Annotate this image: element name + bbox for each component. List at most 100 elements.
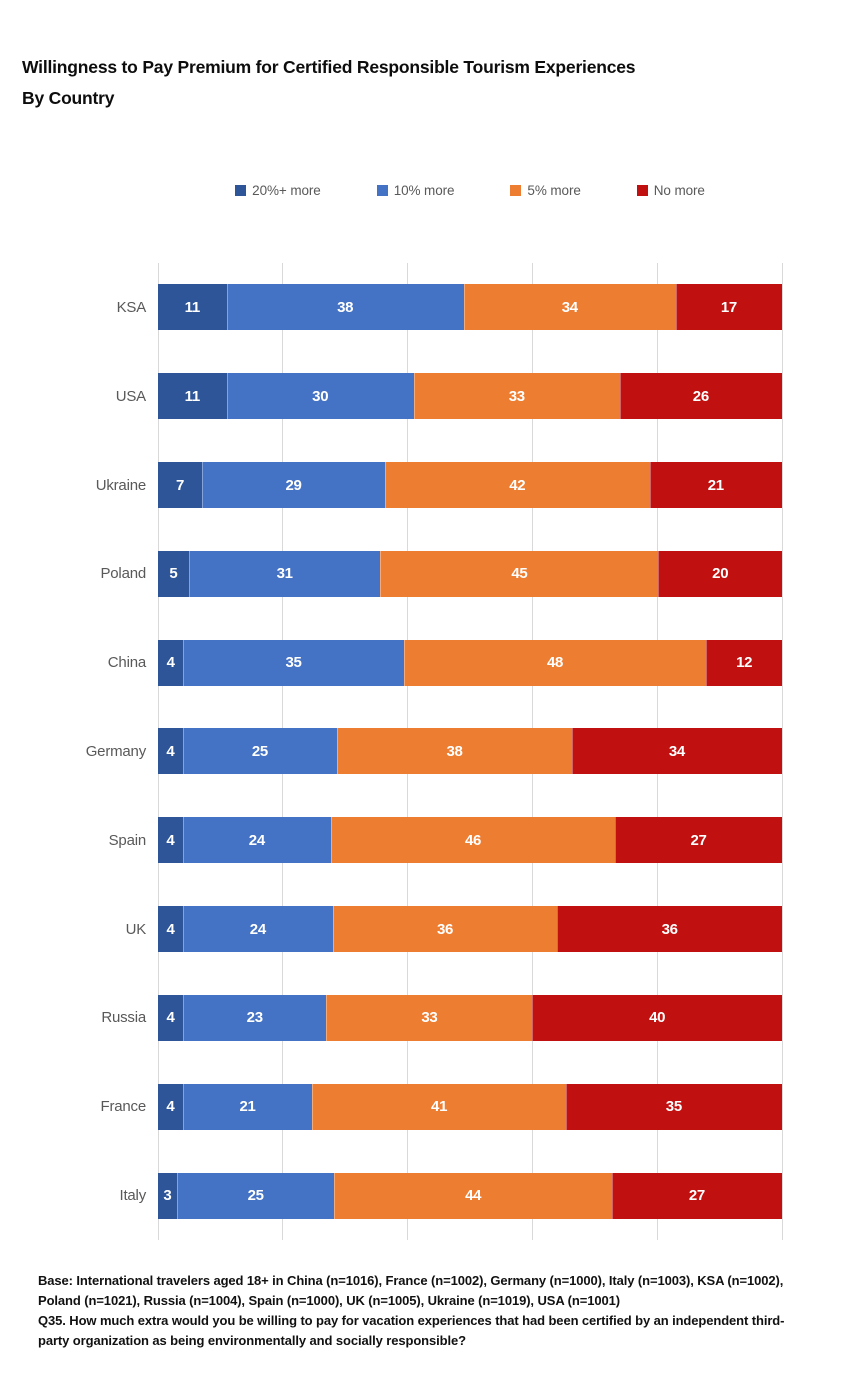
bar-segment-ksa-5-more[interactable]: 34 xyxy=(463,284,676,331)
bar-segment-spain-no-more[interactable]: 27 xyxy=(615,817,782,864)
bar-row-spain: Spain 4 24 46 27 xyxy=(109,796,782,885)
bar-segment-germany-5-more[interactable]: 38 xyxy=(337,728,572,775)
legend-item-20-more[interactable]: 20%+ more xyxy=(235,183,321,198)
bar-segment-poland-10-more[interactable]: 31 xyxy=(188,550,381,597)
segment-value-label: 24 xyxy=(248,831,265,849)
segment-value-label: 23 xyxy=(246,1009,263,1027)
segment-value-label: 11 xyxy=(184,298,201,316)
segment-value-label: 35 xyxy=(285,654,302,672)
bar-segment-china-5-more[interactable]: 48 xyxy=(403,639,707,686)
bar-segment-france-5-more[interactable]: 41 xyxy=(312,1083,566,1130)
bar-segment-germany-20-more[interactable]: 4 xyxy=(158,728,183,775)
bar-segment-usa-5-more[interactable]: 33 xyxy=(413,373,620,420)
bar-row-germany: Germany 4 25 38 34 xyxy=(86,707,782,796)
country-label: Italy xyxy=(119,1187,146,1205)
segment-value-label: 4 xyxy=(166,920,175,938)
segment-value-label: 25 xyxy=(251,742,268,760)
bar-segment-ksa-no-more[interactable]: 17 xyxy=(675,284,782,331)
bar-segment-uk-20-more[interactable]: 4 xyxy=(158,906,183,953)
segment-value-label: 46 xyxy=(465,831,482,849)
segment-value-label: 17 xyxy=(720,298,737,316)
legend-swatch-icon xyxy=(636,185,648,196)
footnote: Base: International travelers aged 18+ i… xyxy=(38,1271,806,1351)
segment-value-label: 7 xyxy=(176,476,185,494)
segment-value-label: 20 xyxy=(712,565,729,583)
legend-label: 5% more xyxy=(527,183,581,198)
segment-value-label: 44 xyxy=(465,1187,482,1205)
segment-value-label: 30 xyxy=(312,387,329,405)
segment-value-label: 36 xyxy=(436,920,454,938)
segment-value-label: 4 xyxy=(166,1009,175,1027)
segment-value-label: 21 xyxy=(239,1098,256,1116)
country-label: Spain xyxy=(108,831,147,849)
bar-track: 5 31 45 20 xyxy=(158,550,782,597)
country-label: Russia xyxy=(101,1009,146,1027)
legend-label: No more xyxy=(653,183,705,198)
segment-value-label: 3 xyxy=(163,1187,172,1205)
bar-track: 4 23 33 40 xyxy=(158,994,782,1041)
bar-segment-ksa-10-more[interactable]: 38 xyxy=(226,284,464,331)
bar-segment-ukraine-5-more[interactable]: 42 xyxy=(384,462,650,509)
segment-value-label: 33 xyxy=(508,387,525,405)
segment-value-label: 26 xyxy=(692,387,709,405)
country-label: France xyxy=(100,1098,147,1116)
bar-segment-spain-5-more[interactable]: 46 xyxy=(330,817,616,864)
bar-segment-france-no-more[interactable]: 35 xyxy=(565,1083,782,1130)
bar-segment-ukraine-no-more[interactable]: 21 xyxy=(649,462,782,509)
segment-value-label: 4 xyxy=(166,831,175,849)
bar-segment-russia-no-more[interactable]: 40 xyxy=(532,994,782,1041)
bar-row-ukraine: Ukraine 7 29 42 21 xyxy=(96,441,782,530)
bar-segment-italy-10-more[interactable]: 25 xyxy=(176,1172,335,1219)
bar-segment-poland-no-more[interactable]: 20 xyxy=(658,550,782,597)
legend-item-10-more[interactable]: 10% more xyxy=(376,183,455,198)
bar-segment-italy-no-more[interactable]: 27 xyxy=(611,1172,782,1219)
bar-segment-italy-5-more[interactable]: 44 xyxy=(334,1172,612,1219)
country-label: UK xyxy=(125,920,147,938)
bar-segment-china-10-more[interactable]: 35 xyxy=(183,639,404,686)
bar-segment-russia-20-more[interactable]: 4 xyxy=(158,994,183,1041)
bar-segment-germany-10-more[interactable]: 25 xyxy=(182,728,338,775)
segment-value-label: 21 xyxy=(707,476,724,494)
bar-segment-usa-no-more[interactable]: 26 xyxy=(619,373,782,420)
bar-segment-ksa-20-more[interactable]: 11 xyxy=(158,284,227,331)
chart-title-line-1: Willingness to Pay Premium for Certified… xyxy=(22,57,636,77)
bar-segment-russia-5-more[interactable]: 33 xyxy=(326,994,533,1041)
country-label: Poland xyxy=(100,565,146,583)
segment-value-label: 48 xyxy=(547,654,564,672)
bar-row-russia: Russia 4 23 33 40 xyxy=(101,974,782,1063)
bar-segment-italy-20-more[interactable]: 3 xyxy=(158,1172,177,1219)
bar-segment-uk-10-more[interactable]: 24 xyxy=(182,906,333,953)
segment-value-label: 27 xyxy=(688,1187,705,1205)
bar-segment-germany-no-more[interactable]: 34 xyxy=(571,728,782,775)
segment-value-label: 27 xyxy=(690,831,707,849)
bar-segment-uk-no-more[interactable]: 36 xyxy=(557,906,782,953)
bar-segment-china-no-more[interactable]: 12 xyxy=(706,639,782,686)
bar-track: 4 24 46 27 xyxy=(158,817,782,864)
bar-track: 11 38 34 17 xyxy=(158,284,782,331)
gridline-x-100 xyxy=(781,263,783,1240)
bar-segment-poland-20-more[interactable]: 5 xyxy=(158,550,189,597)
bar-segment-ukraine-20-more[interactable]: 7 xyxy=(158,462,203,509)
bar-segment-china-20-more[interactable]: 4 xyxy=(158,639,184,686)
bar-rows: KSA 11 38 34 17 USA 11 30 33 26 Ukraine 7 29 42 21 Pola… xyxy=(86,263,782,1240)
bar-segment-usa-10-more[interactable]: 30 xyxy=(226,373,414,420)
legend-swatch-icon xyxy=(376,185,388,196)
segment-value-label: 38 xyxy=(337,298,354,316)
bar-segment-france-10-more[interactable]: 21 xyxy=(182,1083,313,1130)
bar-segment-spain-20-more[interactable]: 4 xyxy=(158,817,183,864)
bar-segment-poland-5-more[interactable]: 45 xyxy=(380,550,659,597)
segment-value-label: 12 xyxy=(736,654,753,672)
legend-item-5-more[interactable]: 5% more xyxy=(510,183,581,198)
legend-item-no-more[interactable]: No more xyxy=(636,183,705,198)
segment-value-label: 40 xyxy=(649,1009,666,1027)
bar-segment-ukraine-10-more[interactable]: 29 xyxy=(202,462,385,509)
bar-segment-france-20-more[interactable]: 4 xyxy=(158,1083,183,1130)
segment-value-label: 5 xyxy=(169,565,178,583)
bar-segment-usa-20-more[interactable]: 11 xyxy=(158,373,227,420)
bar-segment-russia-10-more[interactable]: 23 xyxy=(182,994,327,1041)
bar-segment-uk-5-more[interactable]: 36 xyxy=(332,906,558,953)
segment-value-label: 33 xyxy=(421,1009,438,1027)
bar-segment-spain-10-more[interactable]: 24 xyxy=(182,817,331,864)
footnote-question: Q35. How much extra would you be willing… xyxy=(38,1313,785,1348)
bar-row-usa: USA 11 30 33 26 xyxy=(116,352,782,441)
